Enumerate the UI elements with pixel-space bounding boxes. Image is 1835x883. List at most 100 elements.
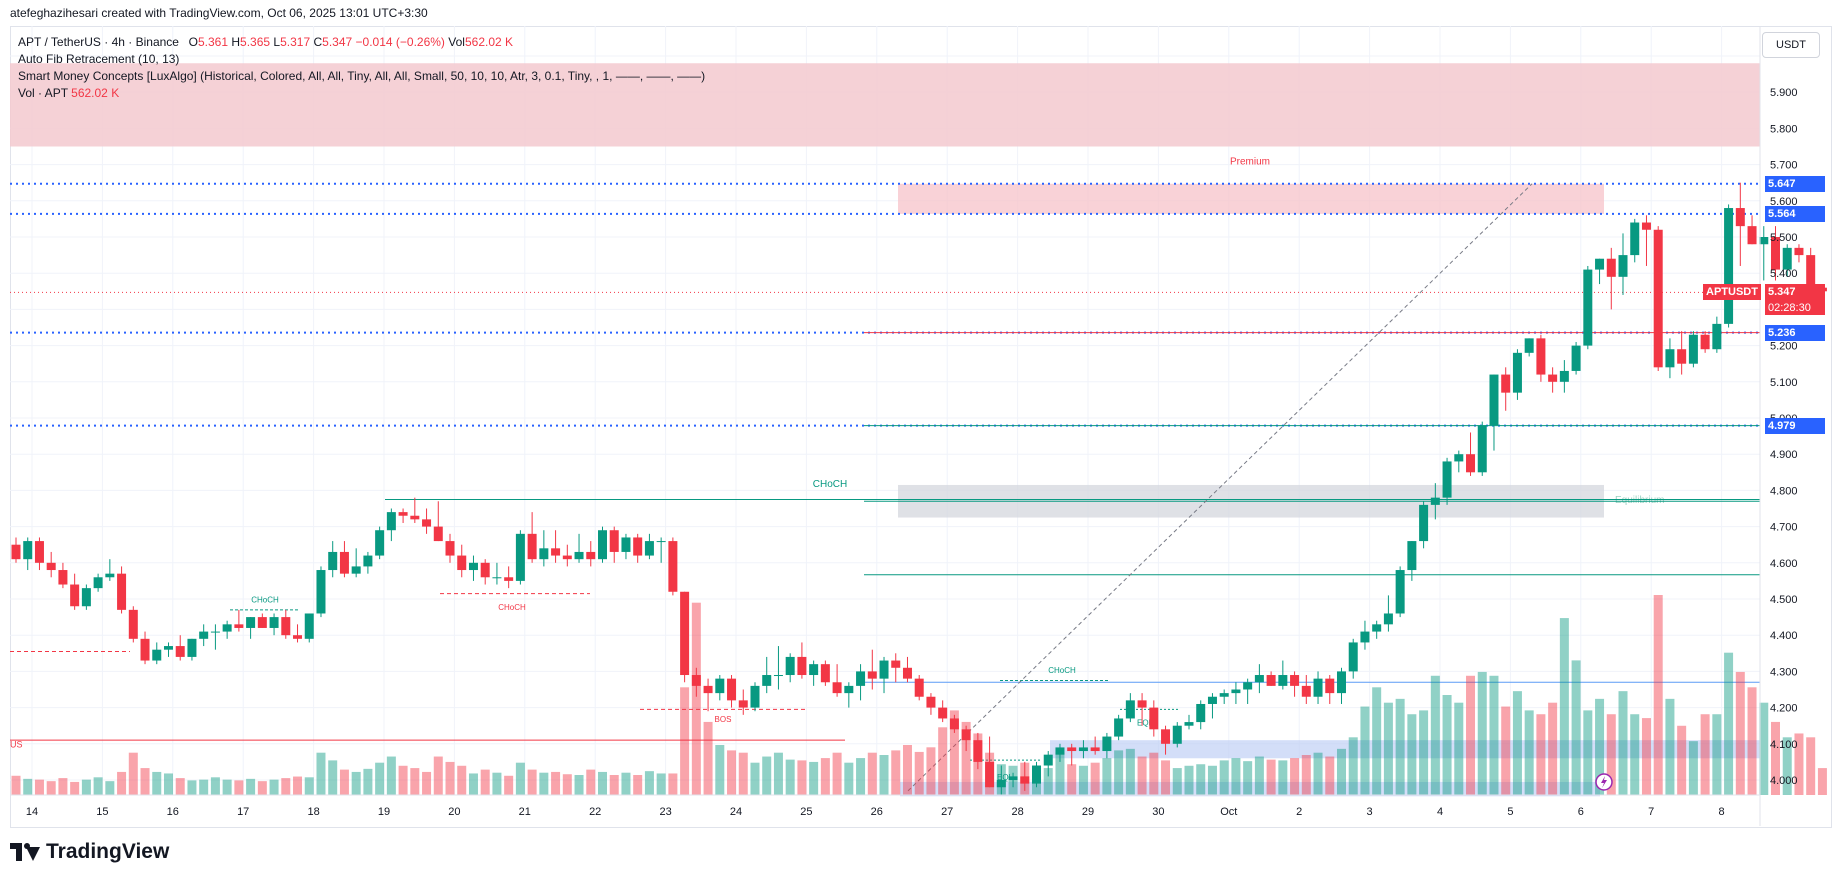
candle-body[interactable] — [1008, 776, 1018, 780]
candle-body[interactable] — [1078, 747, 1088, 752]
candle-body[interactable] — [457, 555, 467, 571]
candle-body[interactable] — [1477, 425, 1487, 473]
candle-body[interactable] — [867, 671, 877, 679]
candle-body[interactable] — [34, 541, 44, 563]
candle-body[interactable] — [668, 541, 678, 592]
candle-body[interactable] — [1395, 570, 1405, 614]
candle-body[interactable] — [128, 609, 138, 639]
candle-body[interactable] — [1700, 334, 1710, 350]
candle-body[interactable] — [386, 512, 396, 531]
candle-body[interactable] — [23, 541, 33, 560]
candle-body[interactable] — [339, 551, 349, 574]
candle-body[interactable] — [1254, 675, 1264, 683]
candle-body[interactable] — [680, 591, 690, 676]
candle-body[interactable] — [879, 660, 889, 679]
candle-body[interactable] — [1149, 707, 1159, 730]
candle-body[interactable] — [93, 577, 103, 589]
candle-body[interactable] — [187, 638, 197, 657]
candle-body[interactable] — [715, 678, 725, 694]
candle-body[interactable] — [1231, 689, 1241, 694]
candle-body[interactable] — [1559, 370, 1569, 382]
candle-body[interactable] — [515, 533, 525, 581]
candle-body[interactable] — [1548, 374, 1558, 382]
candle-body[interactable] — [621, 537, 631, 552]
candle-body[interactable] — [1759, 237, 1769, 245]
candle-body[interactable] — [363, 555, 373, 567]
candle-body[interactable] — [1020, 776, 1030, 784]
candle-body[interactable] — [820, 664, 830, 683]
candle-body[interactable] — [844, 685, 854, 694]
candle-body[interactable] — [1184, 722, 1194, 726]
candle-body[interactable] — [891, 660, 901, 668]
candle-body[interactable] — [81, 588, 91, 607]
candle-body[interactable] — [1172, 725, 1182, 744]
candle-body[interactable] — [1606, 258, 1616, 277]
candle-body[interactable] — [1583, 269, 1593, 346]
currency-selector[interactable]: USDT — [1762, 32, 1820, 58]
candle-body[interactable] — [468, 562, 478, 571]
candle-body[interactable] — [562, 555, 572, 560]
candle-body[interactable] — [1207, 696, 1217, 704]
candle-body[interactable] — [304, 613, 314, 639]
candle-body[interactable] — [1571, 345, 1581, 371]
candle-body[interactable] — [445, 541, 455, 556]
indicator-volume[interactable]: Vol · APT 562.02 K — [18, 85, 705, 102]
candle-body[interactable] — [398, 512, 408, 516]
candle-body[interactable] — [1301, 685, 1311, 697]
candle-body[interactable] — [1806, 255, 1816, 288]
candle-body[interactable] — [351, 566, 361, 574]
candle-body[interactable] — [316, 570, 326, 614]
candle-body[interactable] — [1067, 747, 1077, 752]
candle-body[interactable] — [762, 675, 772, 686]
candle-body[interactable] — [117, 573, 127, 610]
candle-body[interactable] — [246, 617, 256, 628]
indicator-smc[interactable]: Smart Money Concepts [LuxAlgo] (Historic… — [18, 69, 706, 83]
candle-body[interactable] — [1501, 374, 1511, 393]
candle-body[interactable] — [1771, 237, 1780, 270]
candle-body[interactable] — [480, 562, 490, 578]
candle-body[interactable] — [586, 551, 596, 560]
candle-body[interactable] — [140, 638, 150, 661]
candle-body[interactable] — [1747, 226, 1757, 245]
candle-body[interactable] — [1618, 255, 1628, 277]
candle-body[interactable] — [961, 729, 971, 741]
indicator-fib[interactable]: Auto Fib Retracement (10, 13) — [18, 52, 180, 66]
candle-body[interactable] — [46, 562, 56, 571]
candle-body[interactable] — [832, 682, 842, 694]
candle-body[interactable] — [210, 631, 220, 633]
candle-body[interactable] — [1688, 334, 1698, 364]
candle-body[interactable] — [727, 678, 737, 701]
candle-body[interactable] — [856, 671, 866, 686]
candle-body[interactable] — [1735, 208, 1745, 227]
candle-body[interactable] — [1325, 678, 1335, 694]
candle-body[interactable] — [1653, 229, 1663, 368]
candle-body[interactable] — [1102, 736, 1112, 752]
candle-body[interactable] — [1466, 454, 1476, 473]
candle-body[interactable] — [1055, 747, 1065, 755]
candle-body[interactable] — [1278, 675, 1288, 686]
candle-body[interactable] — [175, 646, 185, 657]
candle-body[interactable] — [609, 530, 619, 552]
candle-body[interactable] — [985, 761, 995, 788]
candle-body[interactable] — [703, 685, 713, 694]
candle-body[interactable] — [1630, 222, 1640, 256]
candle-body[interactable] — [410, 515, 420, 520]
candle-body[interactable] — [1524, 338, 1534, 353]
candle-body[interactable] — [1290, 675, 1300, 686]
candle-body[interactable] — [750, 685, 760, 708]
candle-body[interactable] — [539, 548, 549, 560]
candle-body[interactable] — [504, 577, 514, 581]
candle-body[interactable] — [1336, 671, 1346, 694]
candle-body[interactable] — [293, 635, 303, 639]
candle-body[interactable] — [1243, 682, 1253, 690]
candle-body[interactable] — [1512, 352, 1522, 393]
candle-body[interactable] — [1442, 461, 1452, 498]
candle-body[interactable] — [1782, 247, 1792, 270]
candle-body[interactable] — [1712, 323, 1722, 350]
candle-body[interactable] — [738, 700, 748, 708]
candle-body[interactable] — [1489, 374, 1499, 426]
candle-body[interactable] — [785, 656, 795, 676]
candle-body[interactable] — [574, 551, 584, 560]
candle-body[interactable] — [1407, 541, 1417, 571]
